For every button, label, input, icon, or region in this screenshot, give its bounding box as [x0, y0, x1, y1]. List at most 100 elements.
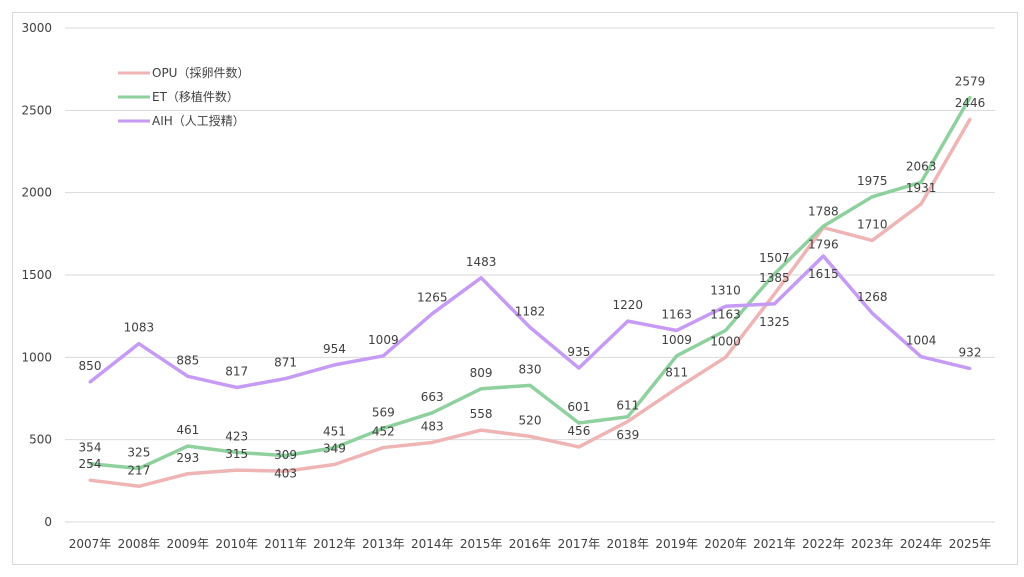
data-label: 1083 — [124, 321, 155, 335]
data-label: 309 — [274, 448, 297, 462]
data-point — [186, 472, 190, 476]
data-point — [675, 354, 679, 358]
data-point — [724, 355, 728, 359]
data-point — [772, 272, 776, 276]
legend-label: AIH（人工授精） — [152, 113, 245, 128]
data-point — [821, 224, 825, 228]
data-point — [772, 292, 776, 296]
x-tick-label: 2024年 — [900, 537, 943, 551]
x-tick-label: 2010年 — [215, 537, 258, 551]
data-point — [235, 385, 239, 389]
data-point — [626, 319, 630, 323]
data-label: 569 — [372, 405, 395, 419]
data-label: 349 — [323, 442, 346, 456]
data-label: 2063 — [906, 159, 937, 173]
x-tick-label: 2014年 — [411, 537, 454, 551]
data-label: 663 — [421, 390, 444, 404]
data-point — [381, 426, 385, 430]
data-point — [528, 383, 532, 387]
data-label: 217 — [127, 463, 150, 477]
data-point — [675, 386, 679, 390]
data-label: 1182 — [515, 304, 546, 318]
data-point — [724, 304, 728, 308]
x-tick-label: 2009年 — [167, 537, 210, 551]
data-label: 1507 — [759, 251, 790, 265]
data-point — [870, 311, 874, 315]
data-label: 293 — [176, 451, 199, 465]
data-label: 830 — [519, 362, 542, 376]
data-point — [528, 434, 532, 438]
data-point — [381, 446, 385, 450]
x-tick-label: 2020年 — [704, 537, 747, 551]
data-point — [528, 325, 532, 329]
y-tick-label: 2500 — [21, 103, 52, 117]
x-tick-label: 2023年 — [851, 537, 894, 551]
data-label: 932 — [959, 346, 982, 360]
data-label: 2446 — [955, 96, 986, 110]
data-point — [284, 377, 288, 381]
data-point — [577, 366, 581, 370]
data-point — [479, 428, 483, 432]
data-label: 1975 — [857, 174, 888, 188]
series-line — [89, 118, 972, 489]
data-point — [88, 380, 92, 384]
data-point — [919, 180, 923, 184]
data-label: 461 — [176, 423, 199, 437]
data-label: 254 — [79, 457, 102, 471]
data-label: 315 — [225, 447, 248, 461]
data-label: 1004 — [906, 334, 937, 348]
data-point — [284, 454, 288, 458]
x-tick-label: 2019年 — [655, 537, 698, 551]
x-tick-label: 2018年 — [607, 537, 650, 551]
data-point — [626, 419, 630, 423]
data-point — [137, 342, 141, 346]
x-tick-label: 2007年 — [69, 537, 112, 551]
data-point — [88, 462, 92, 466]
data-label: 520 — [519, 413, 542, 427]
data-point — [88, 478, 92, 482]
data-point — [479, 387, 483, 391]
x-tick-label: 2022年 — [802, 537, 845, 551]
data-label: 1325 — [759, 315, 790, 329]
data-label: 1710 — [857, 217, 888, 231]
y-tick-label: 2000 — [21, 186, 52, 200]
data-point — [332, 446, 336, 450]
data-point — [430, 312, 434, 316]
data-point — [235, 468, 239, 472]
y-tick-label: 0 — [44, 515, 52, 529]
legend-label: OPU（採卵件数） — [152, 65, 249, 80]
y-tick-label: 3000 — [21, 21, 52, 35]
data-label: 954 — [323, 342, 346, 356]
data-label: 639 — [616, 428, 639, 442]
data-label: 1931 — [906, 181, 937, 195]
x-tick-label: 2025年 — [949, 537, 992, 551]
data-point — [577, 445, 581, 449]
data-label: 1796 — [808, 237, 839, 251]
data-point — [870, 195, 874, 199]
data-label: 1268 — [857, 290, 888, 304]
data-label: 1615 — [808, 267, 839, 281]
data-label: 403 — [274, 467, 297, 481]
x-tick-label: 2016年 — [509, 537, 552, 551]
chart-frame — [12, 12, 1018, 565]
data-label: 850 — [79, 359, 102, 373]
x-tick-label: 2021年 — [753, 537, 796, 551]
data-label: 611 — [616, 398, 639, 412]
x-tick-label: 2015年 — [460, 537, 503, 551]
y-tick-label: 1000 — [21, 350, 52, 364]
data-point — [284, 469, 288, 473]
data-label: 456 — [567, 424, 590, 438]
data-label: 1385 — [759, 271, 790, 285]
data-point — [724, 328, 728, 332]
data-label: 1310 — [710, 283, 741, 297]
data-label: 1265 — [417, 291, 448, 305]
data-label: 483 — [421, 419, 444, 433]
data-point — [968, 95, 972, 99]
data-point — [821, 254, 825, 258]
data-point — [235, 450, 239, 454]
data-point — [479, 276, 483, 280]
data-label: 809 — [470, 366, 493, 380]
data-point — [968, 367, 972, 371]
data-label: 325 — [127, 445, 150, 459]
